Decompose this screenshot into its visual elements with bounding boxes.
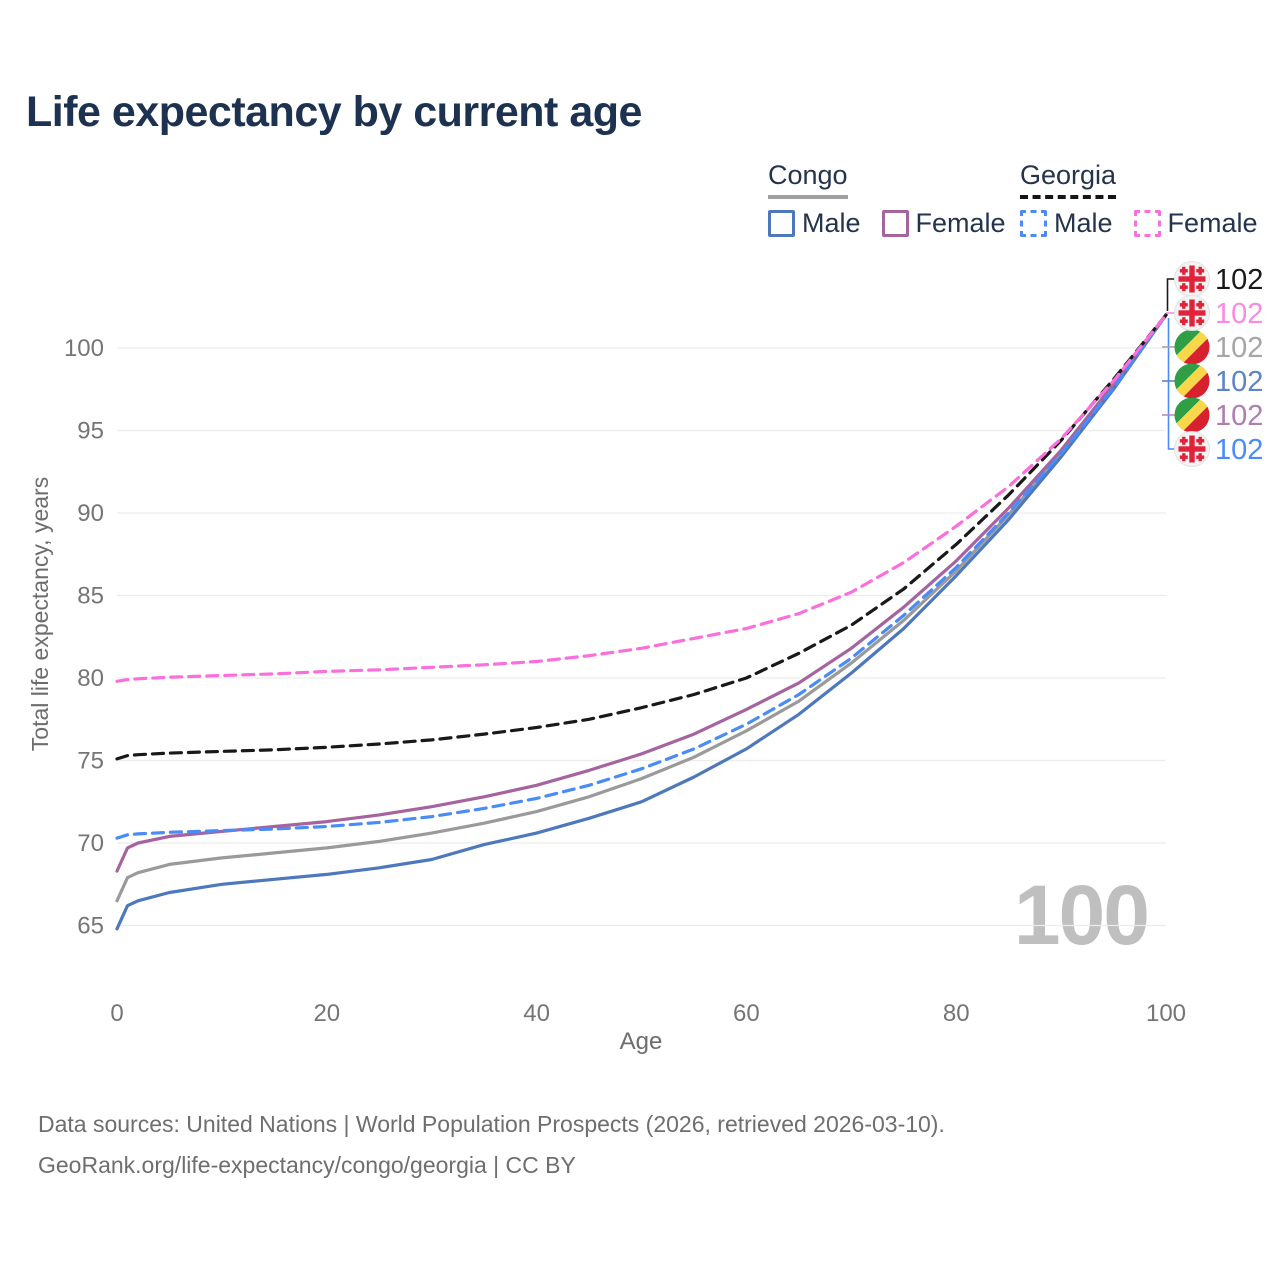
y-tick-65: 65 <box>77 913 104 940</box>
x-tick-60: 60 <box>733 1000 760 1027</box>
series-line-congo-total[interactable] <box>115 313 1168 903</box>
x-tick-40: 40 <box>523 1000 550 1027</box>
gridlines <box>117 347 1166 927</box>
series-line-georgia-total[interactable] <box>115 313 1168 761</box>
end-label-georgia-total: 102 <box>1215 264 1263 296</box>
y-tick-100: 100 <box>64 335 104 362</box>
end-label-congo-total: 102 <box>1215 332 1263 364</box>
legend-label-congo-female[interactable]: Female <box>915 208 1006 238</box>
legend-group-congo: Congo Male Female <box>768 160 1027 239</box>
end-label-connectors <box>1162 278 1177 450</box>
page-title: Life expectancy by current age <box>26 88 642 136</box>
legend-label-georgia-male[interactable]: Male <box>1054 208 1113 238</box>
y-tick-95: 95 <box>77 418 104 445</box>
y-tick-80: 80 <box>77 665 104 692</box>
watermark-age-counter: 100 <box>1014 868 1148 962</box>
legend-group-georgia: Georgia Male Female <box>1020 160 1279 239</box>
series-lines <box>115 313 1168 931</box>
x-tick-100: 100 <box>1146 1000 1186 1027</box>
connector-georgia-total <box>1166 278 1177 311</box>
series-line-congo-female[interactable] <box>115 313 1168 873</box>
legend-swatch-georgia-male[interactable] <box>1020 210 1047 237</box>
end-label-congo-male: 102 <box>1215 366 1263 398</box>
x-tick-80: 80 <box>943 1000 970 1027</box>
y-tick-70: 70 <box>77 830 104 857</box>
end-label-georgia-female: 102 <box>1215 298 1263 330</box>
georgia-flag-icon <box>1174 431 1210 467</box>
footer-sources: Data sources: United Nations | World Pop… <box>38 1111 945 1137</box>
legend-country-congo[interactable]: Congo <box>768 160 848 199</box>
end-label-georgia-male: 102 <box>1215 434 1263 466</box>
legend-label-georgia-female[interactable]: Female <box>1167 208 1258 238</box>
x-tick-0: 0 <box>110 1000 123 1027</box>
footer-attribution: GeoRank.org/life-expectancy/congo/georgi… <box>38 1152 576 1178</box>
legend-swatch-georgia-female[interactable] <box>1133 210 1161 237</box>
georgia-flag-icon <box>1174 295 1210 331</box>
legend-label-congo-male[interactable]: Male <box>802 208 861 238</box>
y-tick-85: 85 <box>77 583 104 610</box>
y-tick-75: 75 <box>77 748 104 775</box>
georgia-flag-icon <box>1174 261 1210 297</box>
end-label-congo-female: 102 <box>1215 400 1263 432</box>
series-line-congo-male[interactable] <box>115 313 1168 931</box>
footer: Data sources: United Nations | World Pop… <box>38 1104 945 1186</box>
series-line-georgia-female[interactable] <box>115 313 1168 683</box>
x-tick-20: 20 <box>313 1000 340 1027</box>
series-line-georgia-male[interactable] <box>115 313 1168 840</box>
y-axis-title: Total life expectancy, years <box>27 477 53 751</box>
legend-country-georgia[interactable]: Georgia <box>1020 160 1117 199</box>
y-tick-90: 90 <box>77 500 104 527</box>
axis-ticks: 65 70 75 80 85 90 95 100 0 20 40 60 80 100 <box>64 335 1186 1027</box>
legend-swatch-congo-male[interactable] <box>768 210 795 237</box>
x-axis-title: Age <box>620 1028 663 1055</box>
legend-swatch-congo-female[interactable] <box>881 210 909 237</box>
